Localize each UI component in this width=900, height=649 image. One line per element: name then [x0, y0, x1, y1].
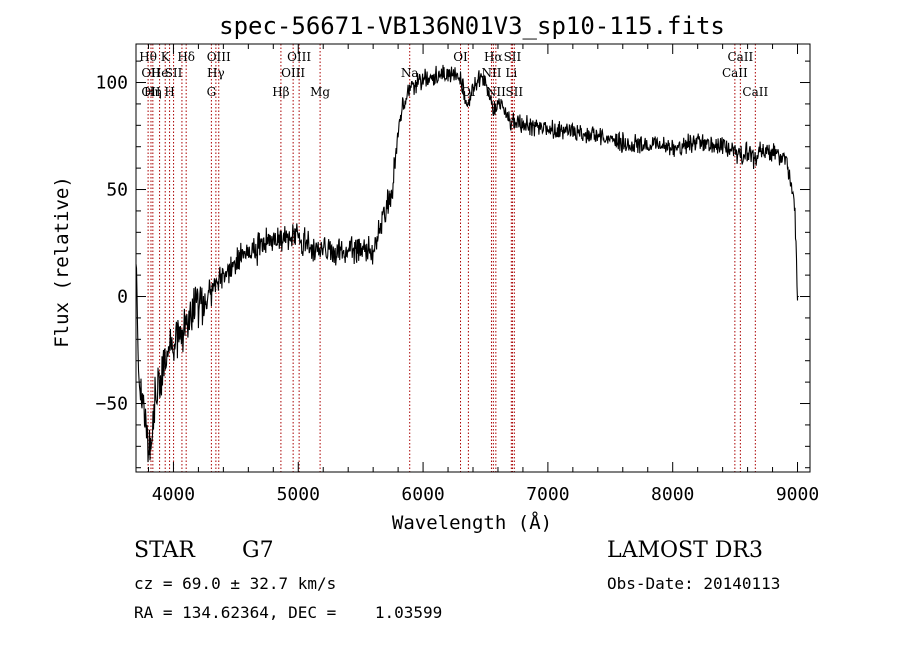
- x-tick-label: 8000: [651, 484, 694, 505]
- spectral-line-label: H: [164, 85, 174, 99]
- spectral-line-label: CaII: [722, 66, 748, 80]
- spectral-line-label: Hβ: [272, 85, 289, 99]
- x-tick-label: 7000: [526, 484, 569, 505]
- redshift-cz: cz = 69.0 ± 32.7 km/s: [134, 574, 337, 593]
- chart-title: spec-56671-VB136N01V3_sp10-115.fits: [219, 12, 725, 40]
- x-axis-tick-labels: 4000 5000 6000 7000 8000 9000: [152, 484, 819, 505]
- spectral-line-label: Hγ: [207, 66, 225, 80]
- spectral-line-label: G: [207, 85, 217, 99]
- spectral-line-label: OIII: [207, 50, 231, 64]
- x-tick-label: 6000: [401, 484, 444, 505]
- y-axis-label: Flux (relative): [51, 176, 73, 348]
- spectral-line-label: Hδ: [177, 50, 195, 64]
- y-tick-label: 100: [95, 73, 128, 94]
- spectral-line-label: Hη: [144, 85, 162, 99]
- x-tick-label: 5000: [277, 484, 320, 505]
- y-tick-label: 50: [106, 180, 128, 201]
- object-class: STAR: [134, 538, 195, 563]
- ra-dec-coordinates: RA = 134.62364, DEC = 1.03599: [134, 603, 443, 622]
- spectral-line-label: SII: [165, 66, 183, 80]
- y-axis-tick-labels: −50 0 50 100: [95, 73, 128, 415]
- spectral-line-label: SII: [504, 50, 522, 64]
- axis-ticks: [136, 44, 810, 472]
- spectral-line-label: SII: [505, 85, 523, 99]
- object-subclass: G7: [242, 538, 274, 563]
- spectral-line-label: OII: [141, 85, 161, 99]
- spectral-line-label: Mg: [310, 85, 330, 99]
- spectral-line-label: CaII: [742, 85, 768, 99]
- x-tick-label: 9000: [776, 484, 819, 505]
- x-tick-label: 4000: [152, 484, 195, 505]
- spectral-line-label: Na: [401, 66, 419, 80]
- spectral-line-labels: HθOIIOIIHηHeKHSIIHδGHγOIIIHβOIIIOIIIMgNa…: [139, 50, 768, 99]
- spectral-line-label: Li: [505, 66, 517, 80]
- spectrum-series-line: [135, 64, 799, 463]
- y-tick-label: 0: [117, 287, 128, 308]
- y-tick-label: −50: [95, 394, 128, 415]
- spectral-line-label: OIII: [281, 66, 305, 80]
- spectral-line-label: OIII: [287, 50, 311, 64]
- spectral-line-label: He: [151, 66, 169, 80]
- spectral-line-label: NII: [481, 66, 501, 80]
- spectral-line-label: K: [161, 50, 171, 64]
- x-axis-label: Wavelength (Å): [392, 511, 552, 534]
- spectral-line-label: Hα: [484, 50, 503, 64]
- spectral-line-label: Hθ: [139, 50, 157, 64]
- spectral-line-label: OI: [453, 50, 468, 64]
- survey-name: LAMOST DR3: [607, 538, 763, 563]
- spectral-line-label: OII: [141, 66, 161, 80]
- observation-date: Obs-Date: 20140113: [607, 574, 781, 593]
- spectral-line-label: CaII: [727, 50, 753, 64]
